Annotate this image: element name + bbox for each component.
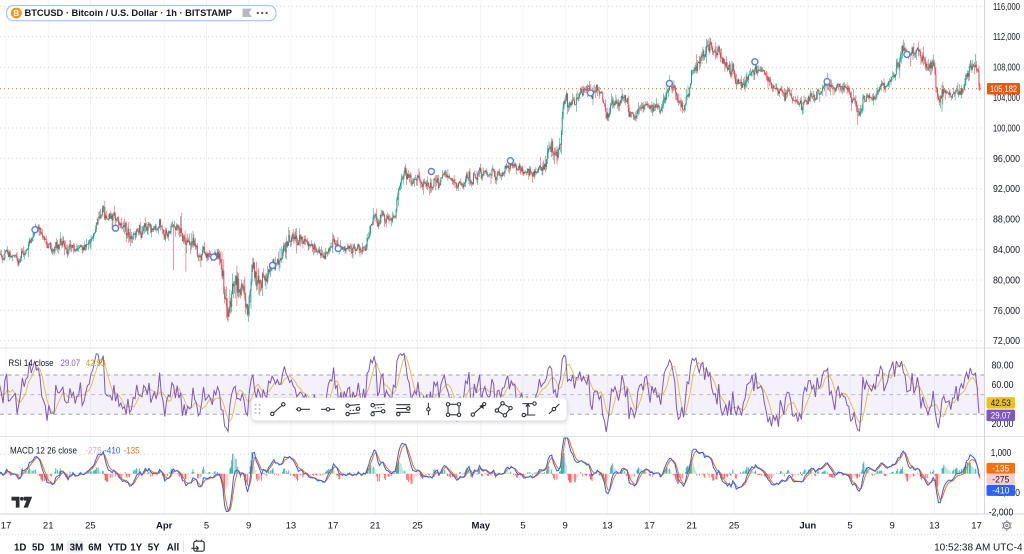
svg-text:112,000: 112,000 [993,32,1020,43]
svg-text:6M: 6M [88,542,101,553]
svg-text:21: 21 [370,520,381,531]
svg-text:20.00: 20.00 [992,419,1014,430]
svg-text:80,000: 80,000 [993,275,1020,286]
svg-text:-135: -135 [123,445,139,455]
svg-text:RSI 14 close: RSI 14 close [9,358,54,368]
svg-text:-275: -275 [85,445,101,455]
svg-text:Apr: Apr [156,520,173,531]
svg-text:88,000: 88,000 [993,215,1020,226]
svg-text:MACD 12 26 close: MACD 12 26 close [10,445,77,455]
svg-text:13: 13 [286,520,297,531]
svg-text:5: 5 [520,520,525,531]
svg-text:84,000: 84,000 [993,245,1020,256]
svg-text:92,000: 92,000 [993,184,1020,195]
svg-text:1Y: 1Y [130,542,142,553]
svg-text:21: 21 [687,520,698,531]
svg-text:60.00: 60.00 [992,380,1014,391]
svg-text:1D: 1D [14,542,26,553]
svg-text:96,000: 96,000 [993,154,1020,165]
svg-text:25: 25 [412,520,423,531]
svg-text:80.00: 80.00 [992,361,1014,372]
svg-text:All: All [167,542,179,553]
svg-text:13: 13 [602,520,613,531]
svg-text:25: 25 [85,520,96,531]
svg-text:1M: 1M [50,542,63,553]
svg-text:21: 21 [43,520,54,531]
svg-text:-135: -135 [992,464,1009,475]
svg-text:1,000: 1,000 [991,448,1012,459]
svg-text:25: 25 [729,520,740,531]
svg-text:5: 5 [847,520,852,531]
svg-text:9: 9 [246,520,251,531]
svg-text:17: 17 [328,520,339,531]
svg-text:42.53: 42.53 [86,358,106,368]
svg-text:-410: -410 [992,486,1009,497]
svg-text:76,000: 76,000 [993,306,1020,317]
svg-text:YTD: YTD [108,542,127,553]
svg-text:BTCUSD · Bitcoin / U.S. Dollar: BTCUSD · Bitcoin / U.S. Dollar · 1h · BI… [25,8,232,18]
svg-text:72,000: 72,000 [993,336,1020,347]
svg-text:105,182: 105,182 [990,84,1017,95]
svg-text:17: 17 [971,520,982,531]
svg-text:17: 17 [644,520,655,531]
svg-text:104,000: 104,000 [993,93,1020,104]
svg-text:Jun: Jun [799,520,816,531]
svg-text:29.07: 29.07 [61,358,81,368]
svg-text:May: May [472,520,491,531]
svg-text:-275: -275 [992,474,1009,485]
svg-text:9: 9 [563,520,568,531]
svg-text:5Y: 5Y [148,542,160,553]
svg-text:17: 17 [1,520,12,531]
svg-text:100,000: 100,000 [993,123,1020,134]
svg-text:5D: 5D [32,542,44,553]
svg-text:108,000: 108,000 [993,63,1020,74]
svg-text:116,000: 116,000 [993,2,1020,13]
svg-text:B: B [13,9,19,18]
svg-text:3M: 3M [70,542,83,553]
svg-text:42.53: 42.53 [991,398,1011,409]
svg-text:9: 9 [890,520,895,531]
svg-text:29.07: 29.07 [991,411,1011,422]
svg-text:5: 5 [204,520,209,531]
svg-text:13: 13 [929,520,940,531]
svg-text:10:52:38 AM UTC-4: 10:52:38 AM UTC-4 [934,543,1023,554]
svg-text:-2,000: -2,000 [989,507,1014,518]
svg-text:-410: -410 [104,445,120,455]
